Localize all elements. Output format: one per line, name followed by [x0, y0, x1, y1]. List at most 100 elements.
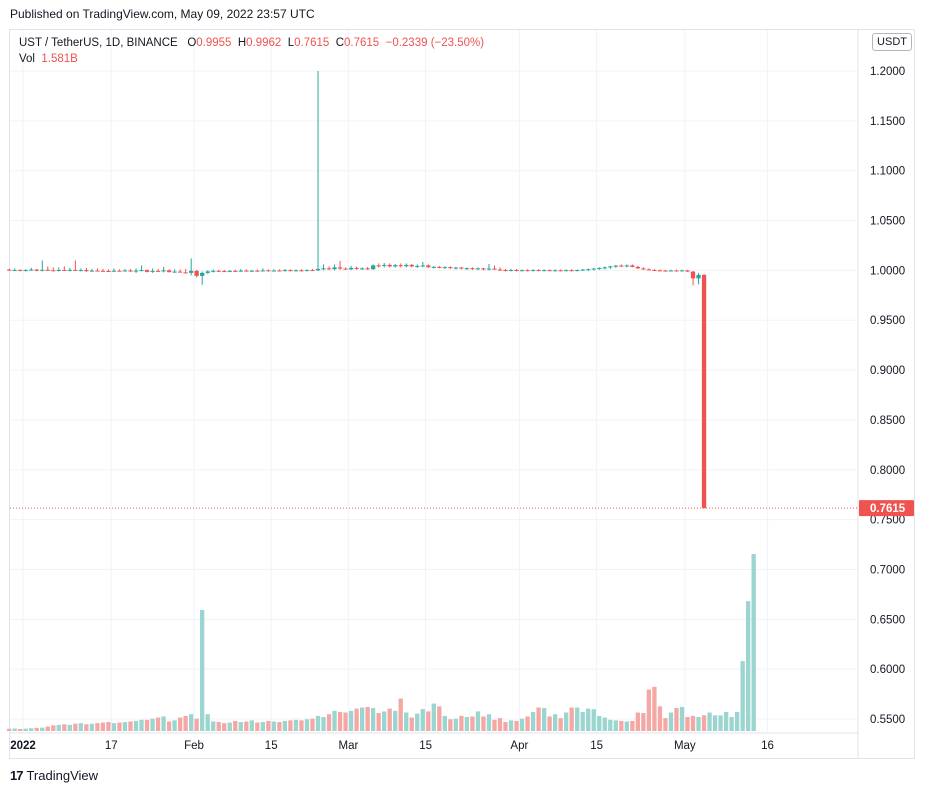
candle-body	[78, 270, 83, 272]
candle-body	[62, 269, 67, 271]
volume-bar	[288, 720, 293, 731]
candle-body	[503, 269, 508, 271]
volume-bar	[420, 709, 425, 731]
volume-bar	[183, 715, 188, 731]
volume-bar	[200, 609, 205, 731]
volume-bar	[249, 720, 254, 731]
volume-bar	[707, 712, 712, 731]
volume-bar	[547, 716, 552, 731]
candle-body	[547, 270, 552, 272]
volume-bar	[205, 714, 210, 731]
volume-bar	[674, 708, 679, 731]
volume-bar	[696, 717, 701, 731]
volume-bar	[271, 721, 277, 731]
volume-bar	[332, 710, 337, 731]
volume-bar	[161, 716, 166, 731]
volume-bar	[354, 708, 359, 731]
high-label: H	[237, 37, 247, 49]
time-tick-label: 17	[105, 740, 118, 752]
volume-bar	[133, 720, 139, 731]
volume-bar	[100, 722, 106, 731]
volume-bar	[718, 715, 723, 731]
volume-bar	[690, 715, 696, 731]
candle-body	[409, 264, 414, 267]
volume-bar	[7, 728, 12, 731]
candle-body	[161, 270, 166, 272]
low-label: L	[287, 37, 295, 49]
volume-bar	[558, 718, 563, 731]
candle-body	[453, 267, 459, 269]
chart-legend: UST / TetherUS, 1D, BINANCE O0.9955 H0.9…	[19, 35, 484, 67]
volume-bar	[624, 721, 629, 731]
candle-body	[249, 270, 254, 272]
tradingview-logo[interactable]: 17 TradingView	[10, 768, 98, 783]
volume-bar	[376, 713, 381, 731]
volume-bar	[685, 717, 690, 731]
currency-button[interactable]: USDT	[872, 33, 912, 51]
candle-body	[106, 270, 111, 272]
volume-bar	[73, 723, 78, 731]
volume-bar	[56, 724, 61, 731]
candle-body	[475, 268, 481, 270]
candle-body	[635, 266, 641, 269]
candle-body	[40, 269, 45, 271]
candle-body	[194, 270, 199, 276]
volume-bar	[497, 718, 503, 731]
symbol-label[interactable]: UST / TetherUS, 1D, BINANCE	[19, 37, 178, 49]
candle-body	[255, 270, 260, 272]
candle-body	[398, 265, 403, 267]
candle-body	[111, 270, 117, 272]
candle-body	[652, 269, 657, 271]
candle-body	[188, 270, 194, 273]
volume-bar	[437, 706, 442, 731]
volume-bar	[415, 713, 420, 731]
candle-body	[233, 270, 238, 272]
candle-body	[674, 270, 679, 272]
price-tick-label: 1.0000	[870, 265, 905, 277]
last-price-badge-label: 0.7615	[870, 503, 906, 515]
candle-body	[266, 270, 271, 272]
candle-body	[481, 268, 486, 270]
volume-bar	[244, 721, 249, 731]
volume-bar	[459, 715, 464, 731]
volume-bar	[492, 719, 497, 731]
candle-body	[310, 270, 315, 272]
candle-body	[34, 269, 39, 271]
volume-bar	[18, 728, 23, 731]
volume-bar	[343, 712, 348, 731]
volume-bar	[453, 718, 459, 731]
candle-body	[260, 270, 265, 272]
volume-bar	[393, 710, 398, 731]
volume-bar	[448, 719, 453, 731]
last-price-badge	[859, 500, 914, 517]
tradingview-logo-text: TradingView	[26, 768, 99, 783]
volume-bar	[668, 712, 674, 731]
chart-frame[interactable]	[9, 29, 915, 759]
volume-bar	[387, 708, 392, 731]
volume-bar	[117, 722, 122, 731]
candle-body	[376, 265, 381, 267]
price-tick-label: 0.6000	[870, 664, 905, 676]
volume-bar	[106, 722, 111, 731]
candle-body	[45, 269, 50, 271]
volume-bar	[635, 712, 641, 731]
price-tick-label: 0.7000	[870, 564, 905, 576]
candles	[7, 71, 707, 509]
volume-bar	[89, 723, 95, 731]
time-tick-label: 15	[419, 740, 432, 752]
volume-bar	[310, 718, 315, 731]
last-price-line: 0.7615	[10, 500, 914, 517]
volume-bar	[608, 719, 613, 731]
volume-bar	[641, 713, 646, 731]
candle-body	[7, 269, 12, 271]
volume-bar	[216, 722, 221, 731]
candle-body	[630, 265, 635, 267]
candle-body	[348, 267, 354, 270]
low-value: 0.7615	[294, 37, 330, 49]
volume-bar	[84, 724, 89, 731]
time-tick-label: May	[674, 740, 696, 752]
candle-body	[23, 270, 28, 272]
price-tick-label: 0.9000	[870, 365, 905, 377]
volume-bar	[663, 718, 668, 731]
